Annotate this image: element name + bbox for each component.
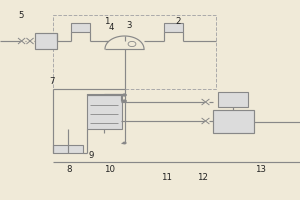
Text: 11: 11: [161, 172, 172, 182]
Circle shape: [122, 99, 127, 103]
Text: 2: 2: [176, 17, 181, 25]
Circle shape: [122, 142, 127, 144]
Bar: [52, 15, 216, 89]
Text: 7: 7: [50, 76, 55, 86]
Bar: [70, 23, 90, 32]
Bar: [52, 145, 83, 153]
Text: 1: 1: [104, 17, 109, 25]
Text: 9: 9: [89, 150, 94, 160]
Circle shape: [122, 93, 127, 97]
Text: 13: 13: [256, 164, 266, 173]
Bar: [34, 33, 57, 49]
Text: 8: 8: [66, 164, 72, 173]
Text: 12: 12: [197, 172, 208, 182]
Bar: [87, 94, 122, 129]
Bar: [213, 110, 254, 133]
Bar: [164, 23, 183, 32]
Text: 10: 10: [104, 164, 115, 173]
Text: 5: 5: [18, 11, 24, 21]
Bar: [218, 92, 248, 107]
Text: 3: 3: [126, 21, 132, 29]
Text: 4: 4: [108, 22, 114, 31]
